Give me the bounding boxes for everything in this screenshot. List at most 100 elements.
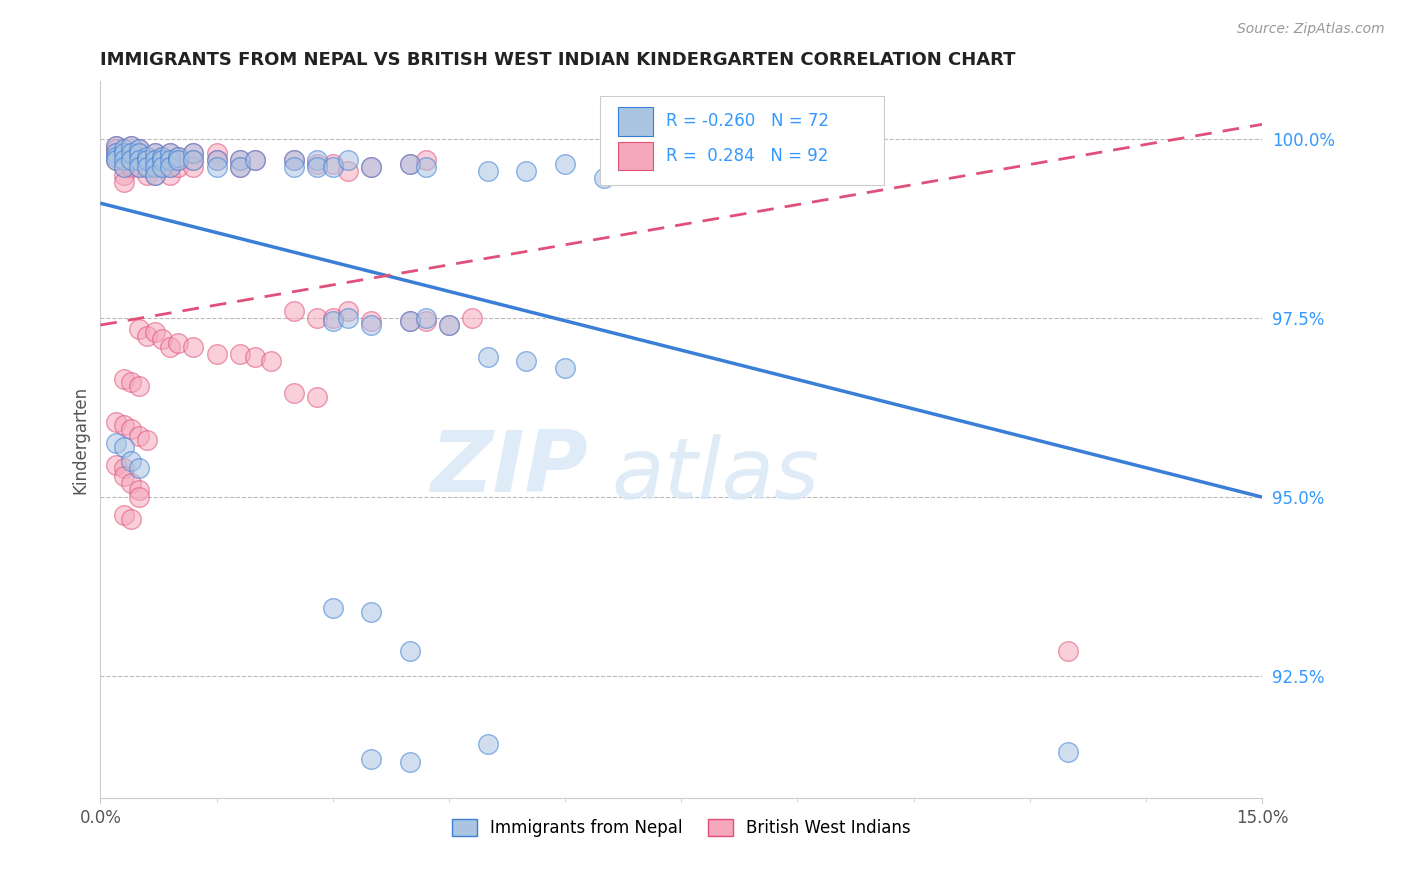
Point bbox=[120, 475, 142, 490]
Point bbox=[181, 146, 204, 161]
Point bbox=[322, 157, 344, 171]
Point bbox=[159, 153, 181, 168]
Point bbox=[322, 310, 344, 325]
Point bbox=[159, 153, 181, 168]
Point bbox=[120, 146, 142, 161]
Point bbox=[150, 332, 173, 346]
Point bbox=[181, 146, 204, 161]
Point bbox=[322, 601, 344, 615]
Point bbox=[150, 150, 173, 164]
Point bbox=[112, 461, 135, 475]
Point bbox=[120, 376, 142, 390]
Point bbox=[229, 161, 252, 175]
Y-axis label: Kindergarten: Kindergarten bbox=[72, 385, 89, 494]
Point bbox=[159, 340, 181, 354]
Point bbox=[104, 458, 127, 472]
Point bbox=[181, 161, 204, 175]
Point bbox=[415, 314, 437, 328]
Point bbox=[205, 153, 228, 168]
Point bbox=[128, 490, 150, 504]
Point bbox=[120, 454, 142, 468]
Point bbox=[112, 508, 135, 522]
Point bbox=[120, 511, 142, 525]
Point bbox=[461, 310, 484, 325]
Point bbox=[128, 161, 150, 175]
Point bbox=[112, 440, 135, 454]
Point bbox=[104, 153, 127, 168]
FancyBboxPatch shape bbox=[600, 95, 884, 186]
Point bbox=[515, 164, 537, 178]
FancyBboxPatch shape bbox=[619, 142, 654, 170]
Point bbox=[143, 153, 166, 168]
Point bbox=[159, 168, 181, 182]
Point bbox=[399, 157, 422, 171]
Point bbox=[135, 433, 157, 447]
Point bbox=[399, 314, 422, 328]
Point bbox=[104, 139, 127, 153]
Point bbox=[337, 310, 360, 325]
Text: Source: ZipAtlas.com: Source: ZipAtlas.com bbox=[1237, 22, 1385, 37]
Point bbox=[150, 153, 173, 168]
Point bbox=[143, 153, 166, 168]
Point bbox=[143, 146, 166, 161]
Text: atlas: atlas bbox=[612, 434, 820, 517]
Point bbox=[128, 146, 150, 161]
Point bbox=[415, 310, 437, 325]
Point bbox=[205, 146, 228, 161]
Point bbox=[143, 168, 166, 182]
Point bbox=[283, 153, 305, 168]
Point bbox=[322, 314, 344, 328]
Point bbox=[112, 418, 135, 433]
Point bbox=[112, 161, 135, 175]
Point bbox=[143, 168, 166, 182]
Point bbox=[150, 150, 173, 164]
Point bbox=[515, 354, 537, 368]
Point bbox=[360, 161, 382, 175]
Point bbox=[112, 143, 135, 157]
Point bbox=[205, 347, 228, 361]
Point bbox=[128, 143, 150, 157]
Point bbox=[283, 161, 305, 175]
Text: IMMIGRANTS FROM NEPAL VS BRITISH WEST INDIAN KINDERGARTEN CORRELATION CHART: IMMIGRANTS FROM NEPAL VS BRITISH WEST IN… bbox=[100, 51, 1017, 69]
Point bbox=[128, 161, 150, 175]
Point bbox=[337, 164, 360, 178]
Point bbox=[181, 340, 204, 354]
Point bbox=[143, 161, 166, 175]
Point bbox=[135, 150, 157, 164]
Point bbox=[128, 429, 150, 443]
Point bbox=[229, 347, 252, 361]
Point bbox=[283, 153, 305, 168]
Point bbox=[112, 175, 135, 189]
Point bbox=[112, 168, 135, 182]
Point bbox=[229, 161, 252, 175]
Point bbox=[159, 146, 181, 161]
Point bbox=[245, 153, 267, 168]
Point bbox=[307, 310, 329, 325]
Point bbox=[104, 415, 127, 429]
Point bbox=[104, 146, 127, 161]
Point bbox=[477, 164, 499, 178]
Point bbox=[360, 605, 382, 619]
Point bbox=[135, 328, 157, 343]
Point bbox=[631, 164, 654, 178]
Point bbox=[128, 461, 150, 475]
Point bbox=[166, 150, 188, 164]
Point bbox=[143, 146, 166, 161]
Point bbox=[135, 161, 157, 175]
Point bbox=[104, 436, 127, 450]
Point bbox=[360, 752, 382, 766]
Point bbox=[245, 351, 267, 365]
Point bbox=[205, 161, 228, 175]
Point bbox=[307, 390, 329, 404]
Point bbox=[437, 318, 460, 332]
Legend: Immigrants from Nepal, British West Indians: Immigrants from Nepal, British West Indi… bbox=[446, 812, 917, 844]
Point bbox=[128, 379, 150, 393]
Point bbox=[135, 168, 157, 182]
Point bbox=[337, 303, 360, 318]
Point bbox=[360, 161, 382, 175]
Point bbox=[181, 153, 204, 168]
Point bbox=[592, 171, 614, 186]
Point bbox=[150, 161, 173, 175]
Point bbox=[135, 150, 157, 164]
Point bbox=[104, 139, 127, 153]
